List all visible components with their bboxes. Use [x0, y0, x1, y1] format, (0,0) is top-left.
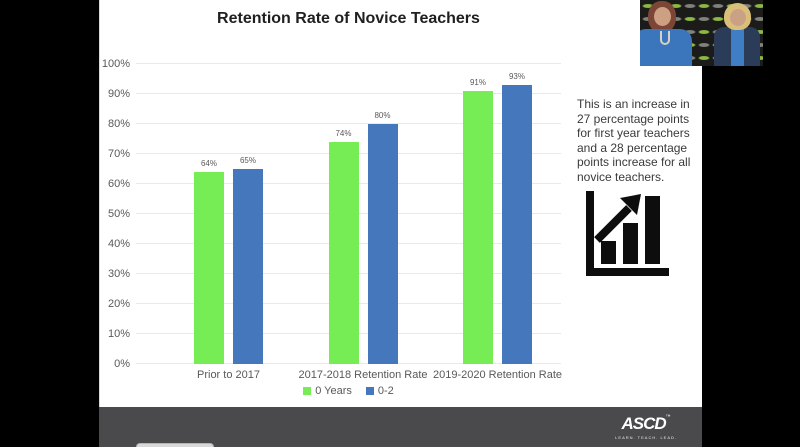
bar-0-2-0 — [233, 169, 263, 364]
y-axis-tick-label: 70% — [107, 148, 130, 160]
webcam-feed — [640, 0, 763, 66]
legend-label: 0-2 — [377, 385, 394, 397]
bar-value-label: 65% — [239, 156, 256, 165]
y-axis-tick-label: 0% — [114, 358, 130, 370]
bar-0-years-0 — [194, 172, 224, 364]
gridline — [136, 123, 561, 124]
y-axis-tick-label: 100% — [101, 58, 130, 70]
chart-legend: 0 Years 0-2 — [136, 385, 561, 397]
legend-label: 0 Years — [315, 385, 352, 397]
x-axis-category-label: Prior to 2017 — [197, 369, 260, 381]
y-axis-tick-label: 90% — [107, 88, 130, 100]
y-axis-tick-label: 60% — [107, 178, 130, 190]
presenter-left-necklace — [660, 31, 670, 45]
bar-chart-rising-arrow-icon — [584, 191, 672, 278]
video-control-fragment[interactable] — [136, 443, 214, 447]
legend-item: 0 Years — [303, 385, 352, 397]
x-axis-category-label: 2019-2020 Retention Rate — [432, 369, 563, 381]
bar-value-label: 93% — [508, 72, 525, 81]
gridline — [136, 63, 561, 64]
gridline — [136, 93, 561, 94]
chart-plot-area: 0% 10% 20% 30% 40% 50% 60% 70% 80% 90% 100% 64% 65% P… — [102, 58, 562, 381]
y-axis-tick-label: 20% — [107, 298, 130, 310]
presenter-right-face — [730, 9, 746, 26]
y-axis-tick-label: 30% — [107, 268, 130, 280]
ascd-logo: ASCD™ LEARN. TEACH. LEAD. — [615, 414, 677, 440]
legend-swatch-icon — [365, 387, 374, 395]
legend-swatch-icon — [303, 387, 312, 395]
bar-0-years-1 — [328, 142, 359, 364]
bar-value-label: 91% — [469, 78, 486, 87]
bar-0-years-2 — [463, 91, 493, 364]
bar-value-label: 80% — [374, 111, 391, 120]
ascd-logo-text: ASCD — [621, 414, 667, 433]
y-axis-tick-label: 80% — [107, 118, 130, 130]
ascd-tagline: LEARN. TEACH. LEAD. — [615, 435, 677, 440]
legend-item: 0-2 — [365, 385, 394, 397]
presenter-right-shirt — [731, 29, 744, 66]
bar-value-label: 74% — [335, 129, 352, 138]
y-axis-tick-label: 40% — [107, 238, 130, 250]
x-axis-category-label: 2017-2018 Retention Rate — [298, 369, 428, 381]
annotation-text: This is an increase in 27 percentage poi… — [577, 97, 691, 184]
trademark-symbol: ™ — [665, 414, 671, 420]
presentation-slide: Retention Rate of Novice Teachers 0% 10% 2… — [99, 0, 702, 407]
player-bottom-bar: ASCD™ LEARN. TEACH. LEAD. — [99, 407, 702, 447]
y-axis-tick-label: 50% — [107, 208, 130, 220]
y-axis-tick-label: 10% — [107, 328, 130, 340]
bar-0-2-2 — [502, 85, 532, 364]
bar-0-2-1 — [367, 124, 398, 364]
chart-title: Retention Rate of Novice Teachers — [217, 10, 480, 27]
bar-value-label: 64% — [200, 159, 217, 168]
presenter-left-face — [654, 7, 671, 26]
